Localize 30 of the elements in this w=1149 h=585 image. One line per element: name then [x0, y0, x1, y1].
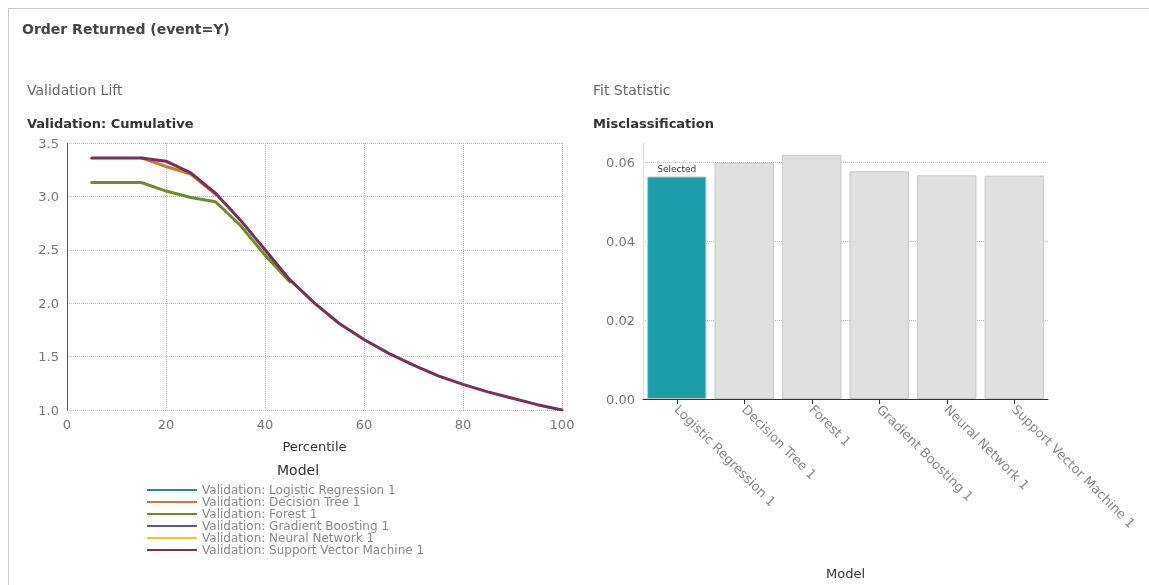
- x-tick-label: 100: [549, 417, 575, 432]
- y-tick-label: 3.5: [38, 135, 59, 151]
- legend-label: Validation: Neural Network 1: [202, 531, 375, 545]
- y-tick-label: 3.0: [38, 188, 59, 204]
- x-axis-title: Percentile: [282, 439, 347, 454]
- chart-title: Misclassification: [593, 116, 714, 131]
- y-tick-label: 0.02: [606, 312, 635, 328]
- x-tick-label: 40: [256, 417, 274, 432]
- y-tick-label: 0.04: [606, 233, 635, 249]
- chart-subtitle: Fit Statistic: [593, 82, 671, 98]
- legend-label: Validation: Gradient Boosting 1: [202, 519, 390, 533]
- x-tick-label: 60: [355, 417, 373, 432]
- x-axis-title: Model: [825, 566, 866, 581]
- y-tick-label: 0.00: [606, 391, 635, 407]
- annotation: Selected: [657, 163, 697, 174]
- y-tick-label: 2.0: [38, 295, 59, 311]
- legend-label: Validation: Support Vector Machine 1: [202, 543, 425, 557]
- legend-label: Validation: Logistic Regression 1: [202, 483, 396, 497]
- legend-label: Validation: Forest 1: [202, 507, 318, 521]
- chart-subtitle: Validation Lift: [27, 82, 123, 98]
- y-tick-label: 2.5: [38, 242, 59, 258]
- legend-title: Model: [277, 462, 320, 478]
- text: Order Returned (event=Y): [22, 21, 230, 37]
- y-tick-label: 1.5: [38, 349, 59, 365]
- x-tick-label: 0: [62, 417, 72, 432]
- y-tick-label: 0.06: [606, 155, 635, 171]
- y-tick-label: 1.0: [38, 402, 59, 418]
- chart-title: Validation: Cumulative: [27, 116, 194, 131]
- x-tick-label: 80: [454, 417, 472, 432]
- x-tick-label: 20: [157, 417, 175, 432]
